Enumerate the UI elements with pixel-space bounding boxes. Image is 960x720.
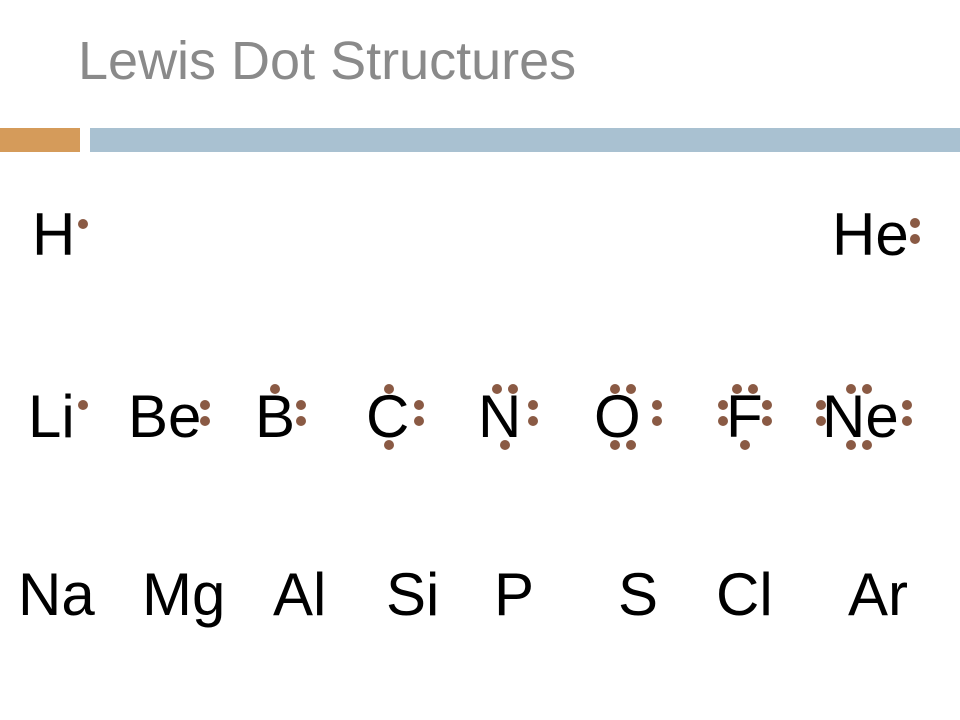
electron-dot	[626, 440, 636, 450]
electron-dot	[740, 440, 750, 450]
electron-dot	[910, 234, 920, 244]
element-symbol: Si	[386, 560, 439, 629]
electron-dot	[732, 384, 742, 394]
electron-dot	[652, 400, 662, 410]
electron-dot	[718, 416, 728, 426]
electron-dot	[846, 440, 856, 450]
electron-dot	[270, 384, 280, 394]
electron-dot	[200, 416, 210, 426]
element-symbol: He	[832, 200, 909, 269]
electron-dot	[296, 416, 306, 426]
electron-dot	[528, 400, 538, 410]
electron-dot	[748, 384, 758, 394]
electron-dot	[78, 219, 88, 229]
electron-dot	[610, 440, 620, 450]
element-symbol: Be	[128, 382, 201, 451]
accent-bar	[0, 128, 80, 152]
electron-dot	[762, 400, 772, 410]
electron-dot	[862, 440, 872, 450]
element-symbol: Ne	[822, 382, 899, 451]
slide: Lewis Dot Structures HHeLiBeBCNOFNeNaMgA…	[0, 0, 960, 720]
electron-dot	[384, 440, 394, 450]
electron-dot	[492, 384, 502, 394]
electron-dot	[78, 400, 88, 410]
electron-dot	[626, 384, 636, 394]
electron-dot	[414, 416, 424, 426]
electron-dot	[528, 416, 538, 426]
electron-dot	[902, 416, 912, 426]
electron-dot	[902, 400, 912, 410]
electron-dot	[508, 384, 518, 394]
element-symbol: Mg	[142, 560, 225, 629]
electron-dot	[610, 384, 620, 394]
element-symbol: Li	[28, 382, 75, 451]
element-symbol: Al	[273, 560, 326, 629]
electron-dot	[762, 416, 772, 426]
electron-dot	[846, 384, 856, 394]
electron-dot	[816, 400, 826, 410]
electron-dot	[862, 384, 872, 394]
page-title: Lewis Dot Structures	[78, 30, 576, 92]
electron-dot	[384, 384, 394, 394]
element-symbol: S	[618, 560, 658, 629]
electron-dot	[652, 416, 662, 426]
divider-bar	[90, 128, 960, 152]
element-symbol: Na	[18, 560, 95, 629]
electron-dot	[816, 416, 826, 426]
electron-dot	[414, 400, 424, 410]
electron-dot	[910, 218, 920, 228]
element-symbol: H	[32, 200, 75, 269]
element-symbol: Cl	[716, 560, 773, 629]
element-symbol: Ar	[848, 560, 908, 629]
electron-dot	[500, 440, 510, 450]
electron-dot	[718, 400, 728, 410]
element-symbol: P	[494, 560, 534, 629]
electron-dot	[200, 400, 210, 410]
electron-dot	[296, 400, 306, 410]
